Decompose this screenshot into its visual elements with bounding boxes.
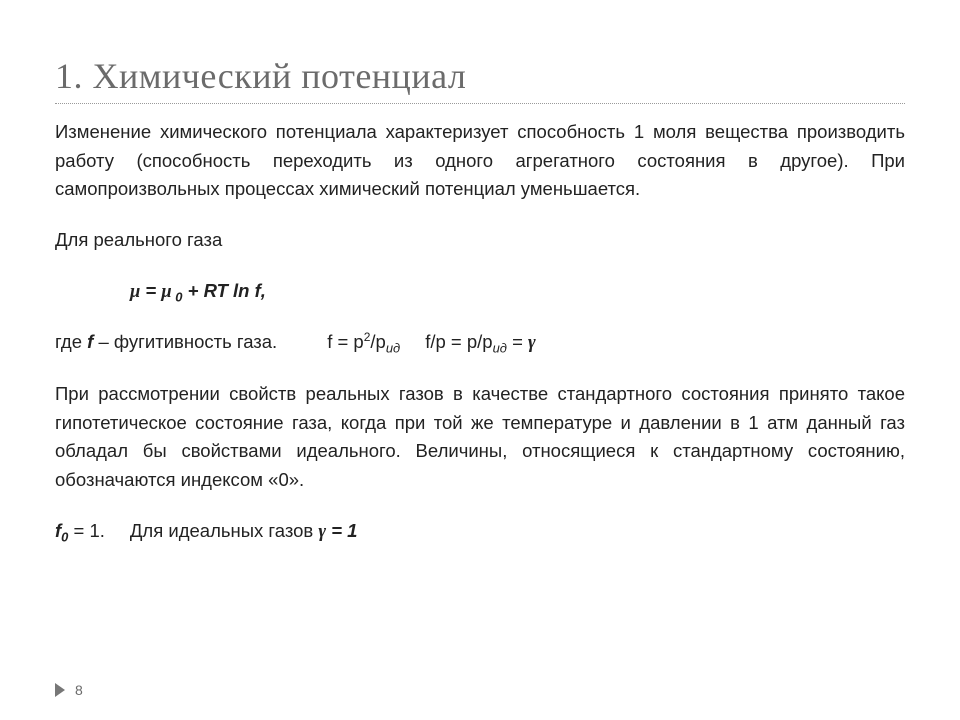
text-ideal-gas: Для идеальных газов bbox=[130, 520, 318, 541]
paragraph-intro: Изменение химического потенциала характе… bbox=[55, 118, 905, 204]
eq-rtlnf: + RT ln f, bbox=[182, 280, 265, 301]
symbol-mu: μ bbox=[130, 282, 140, 302]
symbol-gamma: γ bbox=[528, 333, 536, 353]
eq-equals: = bbox=[140, 280, 161, 301]
paragraph-standard-state: При рассмотрении свойств реальных газов … bbox=[55, 380, 905, 495]
text-fugacity: – фугитивность газа. bbox=[93, 331, 277, 352]
symbol-mu0: μ bbox=[161, 282, 171, 302]
equation-mu: μ = μ 0 + RT ln f, bbox=[55, 277, 905, 307]
title-divider bbox=[55, 103, 905, 104]
paragraph-f0: f0 = 1.Для идеальных газов γ = 1 bbox=[55, 517, 905, 547]
eq-fp-ratio: f/p = p/p bbox=[425, 331, 492, 352]
subscript-id-2: ид bbox=[493, 341, 507, 356]
slide-title: 1. Химический потенциал bbox=[55, 55, 905, 97]
slide-content: Изменение химического потенциала характе… bbox=[55, 118, 905, 546]
paragraph-realgas-label: Для реального газа bbox=[55, 226, 905, 255]
text-where: где bbox=[55, 331, 87, 352]
eq-equals-gamma: = bbox=[507, 331, 528, 352]
arrow-icon bbox=[55, 683, 65, 697]
slide-footer: 8 bbox=[55, 682, 83, 698]
slide: 1. Химический потенциал Изменение химиче… bbox=[0, 0, 960, 720]
paragraph-fugacity: где f – фугитивность газа.f = p2/pидf/p … bbox=[55, 328, 905, 358]
symbol-gamma-2: γ bbox=[318, 522, 326, 542]
subscript-id-1: ид bbox=[386, 341, 400, 356]
eq-slash-p: /p bbox=[370, 331, 385, 352]
eq-gamma-1: = 1 bbox=[326, 520, 357, 541]
eq-f-p2: f = p bbox=[327, 331, 364, 352]
subscript-zero: 0 bbox=[172, 289, 183, 304]
eq-f0-equals-1: = 1. bbox=[68, 520, 105, 541]
page-number: 8 bbox=[75, 682, 83, 698]
